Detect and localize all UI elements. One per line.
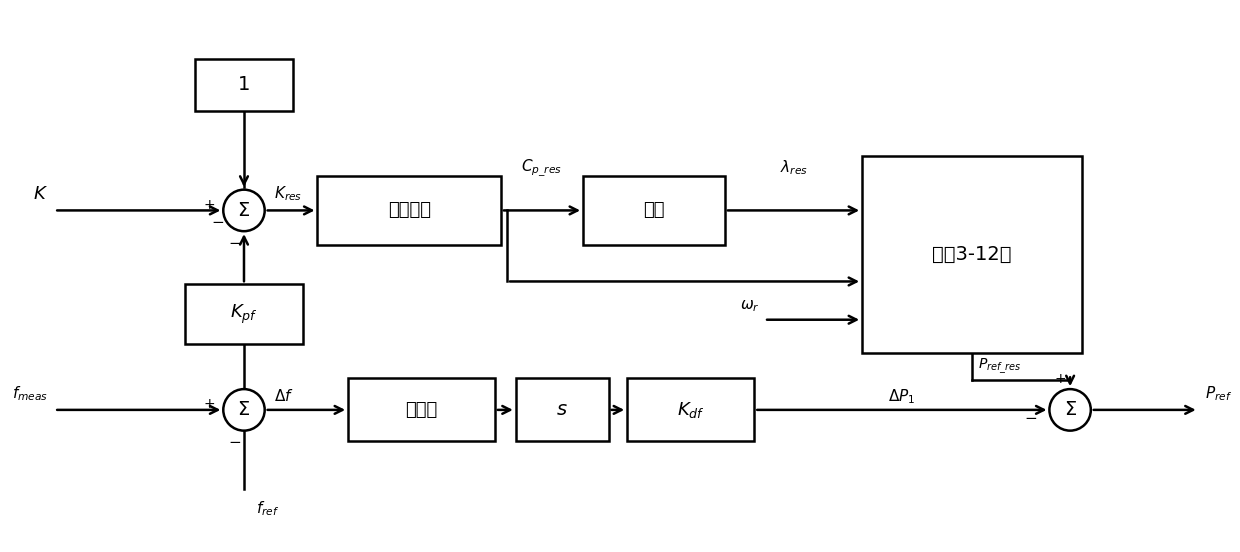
- Text: $\Sigma$: $\Sigma$: [238, 201, 250, 220]
- Bar: [627, 379, 754, 441]
- Ellipse shape: [1049, 389, 1091, 431]
- Text: $\Delta f$: $\Delta f$: [274, 388, 294, 404]
- Text: $-$: $-$: [1024, 409, 1038, 424]
- Text: $P_{ref\_res}$: $P_{ref\_res}$: [978, 357, 1022, 376]
- Text: $K$: $K$: [33, 185, 48, 203]
- Text: $\Sigma$: $\Sigma$: [1064, 400, 1076, 420]
- Bar: [583, 176, 725, 245]
- Text: $K_{df}$: $K_{df}$: [677, 400, 704, 420]
- Text: $s$: $s$: [557, 400, 568, 420]
- Text: 滤波器: 滤波器: [405, 401, 438, 419]
- Bar: [317, 176, 501, 245]
- Bar: [348, 379, 495, 441]
- Bar: [185, 284, 303, 344]
- Text: $-$: $-$: [228, 233, 241, 248]
- Text: $f_{meas}$: $f_{meas}$: [12, 384, 48, 403]
- Text: $+$: $+$: [202, 198, 215, 212]
- Bar: [516, 379, 609, 441]
- Text: $K_{pf}$: $K_{pf}$: [231, 302, 258, 326]
- Text: $\omega_r$: $\omega_r$: [739, 298, 759, 314]
- Text: $-$: $-$: [211, 213, 223, 228]
- Text: $C_{p\_res}$: $C_{p\_res}$: [522, 157, 563, 179]
- Text: $f_{ref}$: $f_{ref}$: [257, 499, 280, 518]
- Text: $\lambda_{res}$: $\lambda_{res}$: [780, 159, 807, 177]
- Text: $\Sigma$: $\Sigma$: [238, 400, 250, 420]
- Ellipse shape: [223, 190, 264, 231]
- Text: $\Delta P_1$: $\Delta P_1$: [888, 387, 915, 406]
- Text: $+$: $+$: [1054, 372, 1066, 386]
- Bar: [862, 156, 1083, 353]
- Ellipse shape: [223, 389, 264, 431]
- Text: 1: 1: [238, 75, 250, 94]
- Text: $P_{ref}$: $P_{ref}$: [1205, 384, 1233, 403]
- Text: $+$: $+$: [202, 397, 215, 411]
- Text: 超速减载: 超速减载: [388, 201, 430, 220]
- Text: 查表: 查表: [644, 201, 665, 220]
- Text: 式（3-12）: 式（3-12）: [932, 245, 1012, 264]
- Bar: [195, 59, 293, 111]
- Text: $K_{res}$: $K_{res}$: [274, 185, 303, 203]
- Text: $-$: $-$: [228, 433, 241, 448]
